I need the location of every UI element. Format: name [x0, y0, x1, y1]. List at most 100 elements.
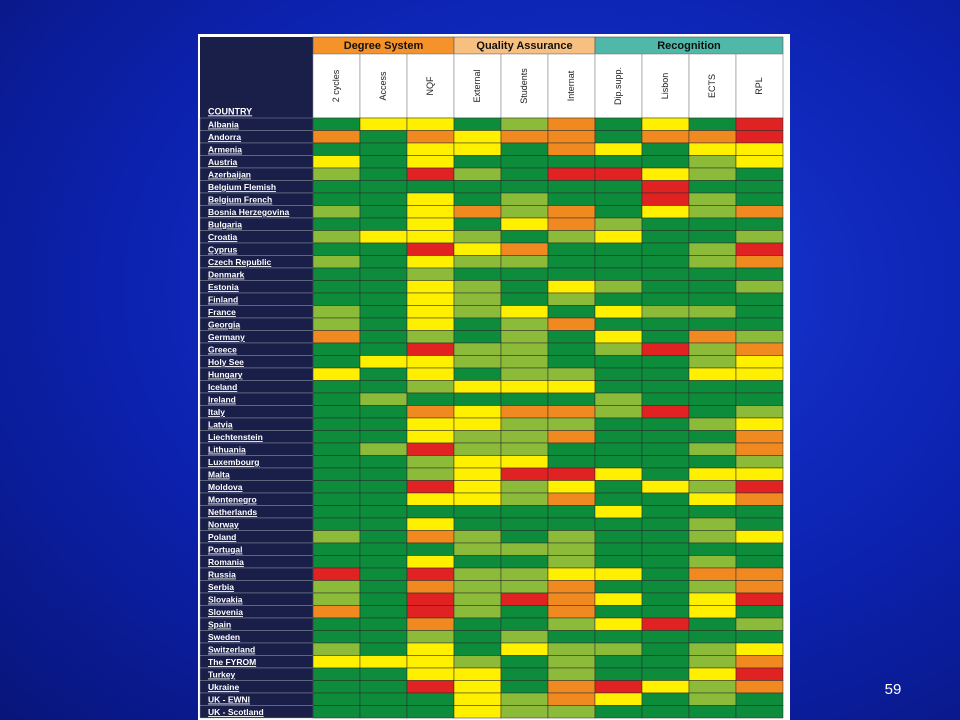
status-cell: [641, 180, 690, 194]
status-cell: [500, 255, 549, 269]
status-cell: [312, 692, 361, 706]
column-header: Dip.supp.: [613, 67, 623, 105]
status-cell: [641, 692, 690, 706]
status-cell: [406, 505, 455, 519]
status-cell: [641, 705, 690, 719]
status-cell: [500, 167, 549, 181]
status-cell: [359, 667, 408, 681]
status-cell: [406, 455, 455, 469]
status-cell: [594, 680, 643, 694]
status-cell: [406, 467, 455, 481]
status-cell: [735, 355, 784, 369]
column-header-cell: [453, 53, 502, 119]
country-name: Netherlands: [208, 507, 257, 517]
status-cell: [453, 592, 502, 606]
status-cell: [359, 280, 408, 294]
status-cell: [641, 605, 690, 619]
status-cell: [406, 517, 455, 531]
status-cell: [406, 605, 455, 619]
status-cell: [688, 367, 737, 381]
column-header: 2 cycles: [331, 69, 341, 102]
country-name: Slovakia: [208, 595, 243, 605]
status-cell: [500, 417, 549, 431]
status-cell: [735, 692, 784, 706]
status-cell: [735, 517, 784, 531]
status-cell: [359, 480, 408, 494]
status-cell: [594, 430, 643, 444]
status-cell: [547, 430, 596, 444]
status-cell: [312, 117, 361, 131]
status-cell: [406, 680, 455, 694]
status-cell: [453, 167, 502, 181]
country-name: Romania: [208, 557, 244, 567]
status-cell: [594, 367, 643, 381]
status-cell: [688, 280, 737, 294]
status-cell: [735, 380, 784, 394]
status-cell: [453, 667, 502, 681]
status-cell: [312, 505, 361, 519]
status-cell: [453, 292, 502, 306]
status-cell: [688, 417, 737, 431]
status-cell: [359, 655, 408, 669]
country-name: Spain: [208, 620, 231, 630]
status-cell: [406, 405, 455, 419]
status-cell: [735, 217, 784, 231]
status-cell: [359, 580, 408, 594]
status-cell: [359, 305, 408, 319]
status-cell: [500, 280, 549, 294]
column-header-cell: [641, 53, 690, 119]
status-cell: [406, 167, 455, 181]
status-cell: [406, 230, 455, 244]
status-cell: [359, 542, 408, 556]
group-header: Degree System: [344, 40, 424, 52]
status-cell: [594, 380, 643, 394]
status-cell: [359, 517, 408, 531]
column-header: Access: [378, 71, 388, 101]
status-cell: [453, 180, 502, 194]
status-cell: [312, 605, 361, 619]
status-cell: [406, 667, 455, 681]
status-cell: [406, 567, 455, 581]
country-name: Georgia: [208, 320, 240, 330]
status-cell: [641, 530, 690, 544]
country-name: Sweden: [208, 632, 240, 642]
status-cell: [688, 530, 737, 544]
status-cell: [547, 217, 596, 231]
status-cell: [453, 255, 502, 269]
status-cell: [594, 505, 643, 519]
status-cell: [594, 267, 643, 281]
status-cell: [735, 405, 784, 419]
status-cell: [312, 255, 361, 269]
status-cell: [641, 417, 690, 431]
status-cell: [312, 442, 361, 456]
status-cell: [500, 330, 549, 344]
status-cell: [359, 342, 408, 356]
status-cell: [547, 317, 596, 331]
status-cell: [359, 530, 408, 544]
status-cell: [547, 617, 596, 631]
status-cell: [547, 680, 596, 694]
status-cell: [312, 517, 361, 531]
country-name: Luxembourg: [208, 457, 259, 467]
status-cell: [688, 442, 737, 456]
status-cell: [735, 655, 784, 669]
status-cell: [406, 442, 455, 456]
status-cell: [500, 505, 549, 519]
status-cell: [406, 342, 455, 356]
status-cell: [406, 705, 455, 719]
status-cell: [547, 455, 596, 469]
status-cell: [547, 605, 596, 619]
status-cell: [547, 330, 596, 344]
status-cell: [359, 442, 408, 456]
status-cell: [547, 667, 596, 681]
status-cell: [500, 317, 549, 331]
column-header-cell: [735, 53, 784, 119]
status-cell: [359, 367, 408, 381]
status-cell: [547, 280, 596, 294]
country-name: Holy See: [208, 357, 244, 367]
status-cell: [688, 517, 737, 531]
status-cell: [359, 617, 408, 631]
status-cell: [500, 605, 549, 619]
status-cell: [359, 255, 408, 269]
country-name: Estonia: [208, 282, 239, 292]
